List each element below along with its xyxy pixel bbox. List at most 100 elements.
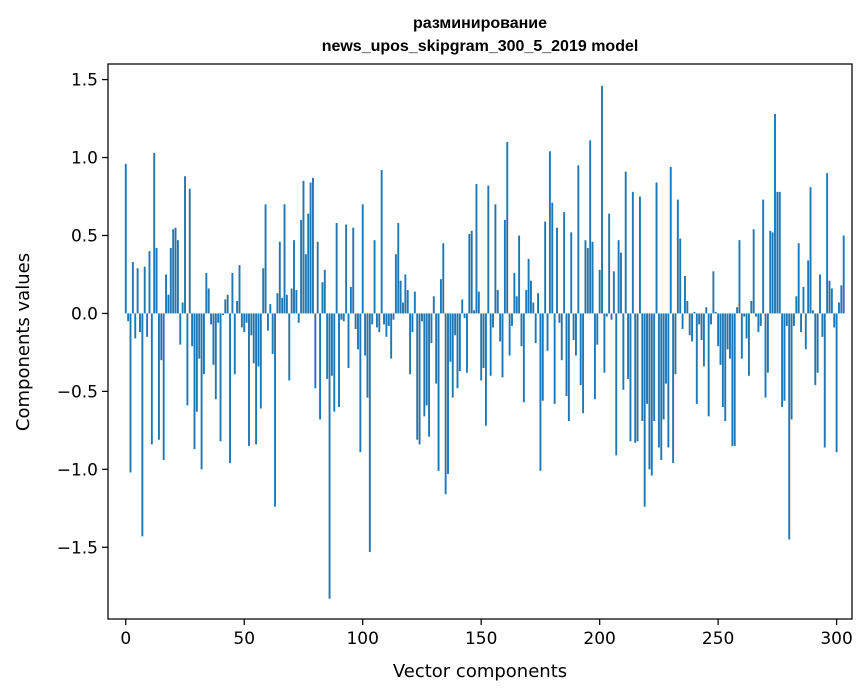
bar-94 [347,313,350,368]
bar-226 [660,313,663,460]
bar-182 [556,227,558,314]
bar-84 [323,269,326,314]
bar-50 [243,313,246,333]
x-tick-label-250: 250 [702,629,734,649]
bar-9 [146,313,149,337]
bar-1 [127,313,130,322]
bar-221 [648,313,651,470]
bar-141 [458,313,461,372]
bar-99 [359,313,362,453]
bar-129 [430,313,433,344]
bar-133 [439,279,442,314]
bar-66 [281,297,284,314]
bar-281 [790,313,793,420]
bar-225 [657,313,660,448]
bar-97 [354,313,357,330]
bar-108 [380,170,383,314]
bar-93 [345,224,348,314]
bar-24 [181,302,184,314]
bar-275 [776,191,779,314]
bar-150 [480,313,483,381]
bar-130 [432,296,435,314]
bar-34 [205,272,208,314]
bar-142 [461,299,464,314]
bar-136 [447,313,449,475]
bar-59 [264,204,267,314]
y-tick-label-5: 1.0 [71,149,98,169]
bar-147 [473,310,476,314]
bar-165 [515,296,518,314]
bar-148 [475,184,478,314]
bar-153 [487,185,490,314]
bar-51 [245,313,248,323]
bar-172 [532,302,535,314]
bar-18 [167,294,170,314]
bar-100 [361,204,364,314]
bar-300 [835,313,838,453]
bar-114 [394,254,397,314]
bar-137 [449,313,452,362]
bar-244 [702,313,705,367]
bar-48 [238,265,241,314]
bar-272 [769,230,772,314]
bar-160 [503,219,506,314]
bar-20 [172,229,175,314]
bar-62 [271,313,274,354]
bar-240 [693,311,696,314]
bar-74 [300,219,303,314]
bar-186 [565,313,568,397]
x-tick-label-0: 0 [120,629,131,649]
bar-115 [397,223,400,314]
bar-72 [295,290,298,314]
bar-23 [179,313,182,345]
bar-25 [184,176,186,314]
bar-106 [375,313,378,328]
bar-16 [162,313,165,460]
bar-196 [589,140,592,314]
chart-title-line-2: news_upos_skipgram_300_5_2019 model [322,38,639,55]
bar-68 [285,294,288,314]
bar-285 [800,313,803,333]
bar-63 [274,313,276,507]
bar-197 [591,241,594,314]
y-tick-label-1: −1.0 [57,460,98,480]
bar-52 [248,313,250,446]
x-tick-label-200: 200 [583,629,615,649]
bar-126 [423,313,426,417]
bar-202 [603,313,606,373]
bar-144 [466,313,468,373]
bar-303 [842,235,845,314]
bar-122 [413,291,416,314]
bar-251 [719,313,722,365]
bar-76 [304,254,307,314]
bar-111 [387,313,390,326]
bar-30 [195,313,198,412]
bar-287 [804,313,807,350]
x-axis-ticks: 0 50 100 150 200 250 300 [120,619,853,649]
bar-22 [176,240,179,314]
bar-276 [778,191,781,314]
y-axis-label: Components values [13,253,34,431]
bar-152 [484,313,487,426]
bar-87 [330,313,333,376]
bar-188 [570,232,573,314]
bar-183 [558,313,561,323]
bar-292 [816,313,819,373]
bar-83 [321,282,324,314]
bar-158 [499,313,502,342]
bar-255 [729,313,731,359]
bar-266 [755,313,757,317]
bar-75 [302,180,305,314]
bar-168 [522,313,525,403]
bar-167 [520,313,523,347]
bar-47 [236,300,239,314]
bar-179 [548,151,551,314]
bar-58 [262,268,265,314]
bar-123 [416,313,419,440]
bar-79 [312,177,314,314]
bar-112 [390,313,393,359]
bar-105 [373,240,376,314]
bar-164 [513,272,516,314]
bar-211 [624,171,627,314]
bar-301 [838,302,840,314]
